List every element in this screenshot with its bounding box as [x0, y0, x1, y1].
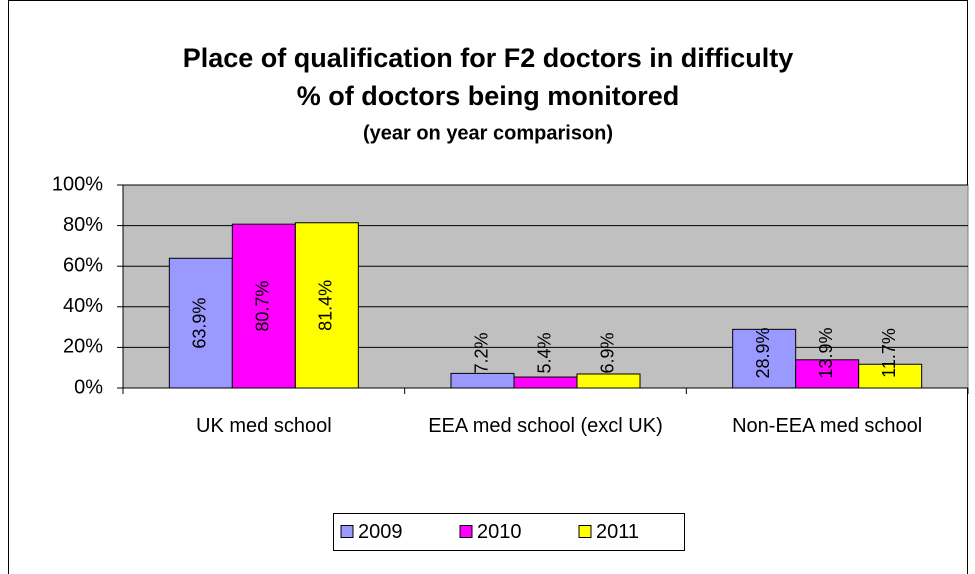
bar — [576, 373, 641, 389]
legend-label: 2009 — [358, 521, 403, 543]
y-tick-label: 40% — [63, 295, 103, 317]
value-label: 81.4% — [316, 280, 336, 331]
bar — [732, 328, 797, 389]
chart-subtitle: % of doctors being monitored — [297, 81, 680, 111]
x-tick-label: UK med school — [196, 415, 332, 437]
x-tick-label: EEA med school (excl UK) — [428, 415, 663, 437]
y-tick-label: 20% — [63, 336, 103, 358]
value-label: 11.7% — [879, 328, 899, 378]
value-label: 5.4% — [534, 332, 554, 373]
bar — [513, 376, 578, 389]
y-tick-label: 0% — [74, 376, 103, 398]
value-label: 6.9% — [597, 332, 617, 373]
legend-swatch — [578, 525, 592, 538]
chart-annotation: (year on year comparison) — [363, 122, 613, 144]
value-label: 7.2% — [471, 332, 491, 373]
value-label: 63.9% — [190, 298, 210, 349]
legend-swatch — [459, 525, 473, 538]
value-label: 13.9% — [816, 327, 836, 378]
bar — [294, 222, 359, 389]
bar — [450, 372, 515, 389]
y-tick-label: 80% — [63, 214, 103, 236]
chart-title: Place of qualification for F2 doctors in… — [183, 43, 794, 73]
bar — [858, 363, 923, 389]
legend-box — [333, 513, 685, 551]
legend-swatch — [340, 525, 354, 538]
legend-label: 2011 — [596, 521, 639, 543]
y-tick-label: 100% — [52, 173, 103, 195]
bar — [795, 359, 860, 389]
value-label: 28.9% — [753, 327, 773, 378]
bar — [168, 257, 233, 389]
x-tick-label: Non-EEA med school — [732, 415, 923, 437]
bar — [231, 223, 296, 389]
value-label: 80.7% — [253, 281, 273, 332]
y-tick-label: 60% — [63, 254, 103, 276]
legend-label: 2010 — [477, 521, 522, 543]
